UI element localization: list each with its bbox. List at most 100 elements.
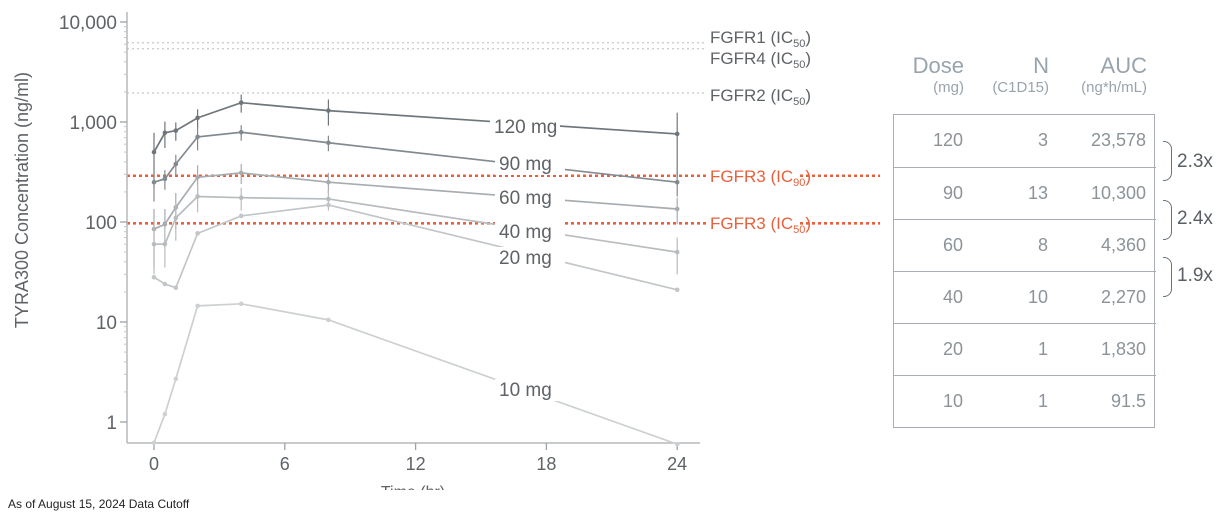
cell-n: 1 <box>1037 339 1048 359</box>
table-body: 120 3 23,578 90 13 10,300 60 8 4,360 40 … <box>893 114 1156 428</box>
table-row: 90 13 10,300 <box>894 167 1156 220</box>
cell-dose: 60 <box>942 235 963 255</box>
series-label-bg <box>495 221 565 243</box>
data-point <box>173 376 179 382</box>
data-point <box>162 411 168 417</box>
series-label: 20 mg <box>499 248 552 269</box>
data-point <box>238 129 244 135</box>
data-point <box>238 170 244 176</box>
x-axis-title: Time (hr) <box>381 484 445 490</box>
data-point <box>238 195 244 200</box>
data-point <box>195 303 200 309</box>
data-point <box>674 131 680 137</box>
x-tick-label: 6 <box>280 454 290 474</box>
data-point <box>674 441 680 447</box>
dose-auc-table: Dose (mg) N (C1D15) AUC (ng*h/mL) 120 3 … <box>893 54 1229 434</box>
cell-dose: 120 <box>932 130 963 150</box>
series-label-bg <box>495 247 565 269</box>
series-label: 120 mg <box>494 117 557 138</box>
cell-dose: 40 <box>942 287 963 307</box>
data-point <box>151 440 157 446</box>
data-point <box>238 213 244 219</box>
cell-auc: 2,270 <box>1100 287 1146 307</box>
data-point <box>674 287 680 293</box>
reference-label: FGFR2 (IC50) <box>710 86 811 108</box>
cell-auc: 4,360 <box>1100 235 1146 255</box>
x-tick-label: 24 <box>667 454 687 474</box>
header-dose: Dose (mg) <box>912 53 964 97</box>
reference-label: FGFR3 (IC50) <box>710 214 811 236</box>
data-point <box>674 179 680 185</box>
table-row: 10 1 91.5 <box>894 375 1156 428</box>
series-line-10-mg <box>153 302 678 445</box>
series-line-60-mg <box>153 172 678 230</box>
header-n: N (C1D15) <box>992 53 1049 97</box>
cell-auc: 23,578 <box>1090 130 1146 150</box>
data-point <box>195 115 200 121</box>
data-point <box>173 215 179 221</box>
reference-label: FGFR1 (IC50) <box>710 28 811 50</box>
cell-n: 8 <box>1037 235 1048 255</box>
series-label: 90 mg <box>499 154 552 175</box>
cell-dose: 90 <box>942 183 963 203</box>
cell-n: 13 <box>1027 183 1048 203</box>
data-point <box>238 301 244 307</box>
y-tick-label: 1,000 <box>69 113 117 134</box>
data-point <box>326 317 331 323</box>
series-label-bg <box>490 116 560 138</box>
data-point <box>162 130 168 136</box>
data-point <box>173 285 179 291</box>
x-tick-label: 18 <box>536 454 556 474</box>
data-point <box>173 128 179 133</box>
y-tick-label: 10,000 <box>59 13 117 34</box>
cell-auc: 10,300 <box>1090 183 1146 203</box>
series-line-20-mg <box>153 204 678 291</box>
cell-n: 3 <box>1037 130 1048 150</box>
data-point <box>238 100 244 105</box>
cell-dose: 10 <box>942 391 963 411</box>
data-point <box>162 176 168 182</box>
data-point <box>162 221 168 227</box>
series-label-bg <box>495 187 565 209</box>
reference-label: FGFR3 (IC90) <box>710 167 811 189</box>
reference-label: FGFR4 (IC50) <box>710 49 811 71</box>
table-row: 60 8 4,360 <box>894 219 1156 272</box>
data-point <box>162 281 168 287</box>
series-label-bg <box>495 153 565 175</box>
data-point <box>151 179 157 185</box>
data-point <box>195 231 200 236</box>
series-label-bg <box>495 379 565 401</box>
ratio-brace <box>1163 141 1172 181</box>
data-point <box>674 249 680 255</box>
data-point <box>326 179 331 185</box>
data-point <box>151 241 157 247</box>
ratio-label: 2.4x <box>1177 208 1213 229</box>
data-point <box>195 174 200 180</box>
data-point <box>326 196 331 202</box>
y-tick-label: 10 <box>96 313 117 334</box>
x-tick-label: 0 <box>149 454 159 474</box>
data-point <box>326 108 331 113</box>
y-axis-title: TYRA300 Concentration (ng/ml) <box>12 72 32 328</box>
data-point <box>151 274 157 280</box>
cell-auc: 1,830 <box>1100 339 1146 359</box>
cell-n: 1 <box>1037 391 1048 411</box>
data-point <box>173 161 179 167</box>
x-tick-label: 12 <box>406 454 426 474</box>
table-row: 120 3 23,578 <box>894 115 1156 167</box>
data-point <box>195 134 200 140</box>
header-auc: AUC (ng*h/mL) <box>1081 53 1147 97</box>
data-cutoff-footnote: As of August 15, 2024 Data Cutoff <box>8 497 190 511</box>
table-row: 40 10 2,270 <box>894 271 1156 324</box>
data-point <box>151 149 157 155</box>
ratio-brace <box>1163 257 1172 297</box>
y-tick-label: 1 <box>106 413 117 434</box>
series-line-120-mg <box>153 101 678 153</box>
data-point <box>326 140 331 146</box>
ratio-brace <box>1163 200 1172 240</box>
data-point <box>326 202 331 208</box>
cell-n: 10 <box>1027 287 1048 307</box>
table-row: 20 1 1,830 <box>894 323 1156 376</box>
ratio-label: 2.3x <box>1177 151 1213 172</box>
series-label: 60 mg <box>499 188 552 209</box>
